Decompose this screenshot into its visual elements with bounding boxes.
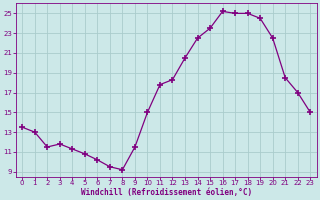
X-axis label: Windchill (Refroidissement éolien,°C): Windchill (Refroidissement éolien,°C) bbox=[81, 188, 252, 197]
